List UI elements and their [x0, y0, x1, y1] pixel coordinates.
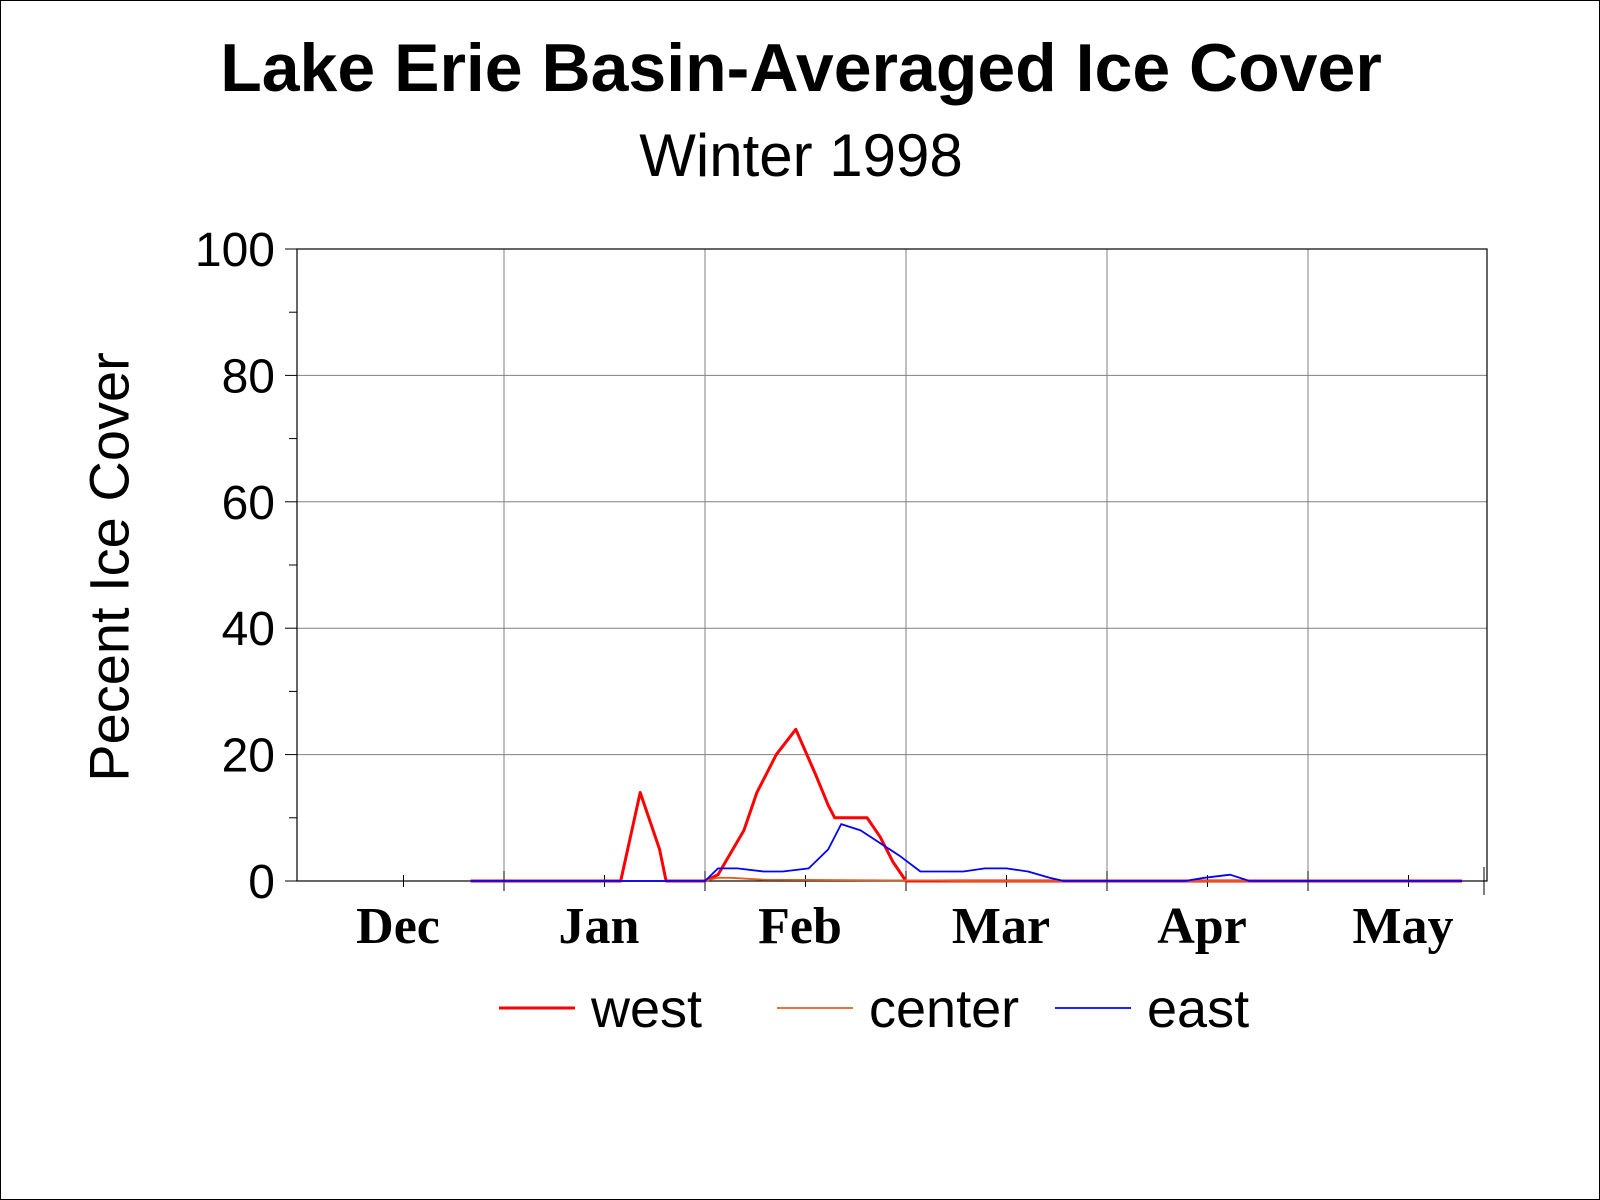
x-tick-label: Jan: [559, 898, 640, 955]
legend: west center east: [499, 979, 1249, 1039]
series-layer: [470, 727, 1463, 883]
y-tick-label: 60: [222, 477, 275, 530]
grid-lines: [297, 249, 1487, 881]
legend-label-center: center: [869, 979, 1019, 1039]
y-tick-label: 100: [195, 224, 275, 277]
x-axis: Dec Jan Feb Mar Apr May: [356, 867, 1485, 955]
series-line-west: [470, 727, 1463, 883]
x-tick-label: Apr: [1157, 898, 1247, 955]
chart-subtitle: Winter 1998: [639, 122, 963, 189]
chart-title: Lake Erie Basin-Averaged Ice Cover: [220, 30, 1382, 106]
y-tick-label: 0: [248, 856, 275, 909]
legend-label-west: west: [590, 979, 702, 1039]
x-tick-label: Mar: [952, 898, 1050, 955]
x-tick-label: Dec: [356, 898, 440, 955]
x-tick-label: Feb: [758, 898, 842, 955]
y-tick-label: 40: [222, 603, 275, 656]
series-line-east: [470, 823, 1463, 882]
y-tick-label: 80: [222, 350, 275, 403]
y-tick-label: 20: [222, 730, 275, 783]
y-axis: 0 20 40 60 80 100: [195, 224, 297, 909]
legend-label-east: east: [1147, 979, 1249, 1039]
x-tick-label: May: [1352, 898, 1453, 955]
